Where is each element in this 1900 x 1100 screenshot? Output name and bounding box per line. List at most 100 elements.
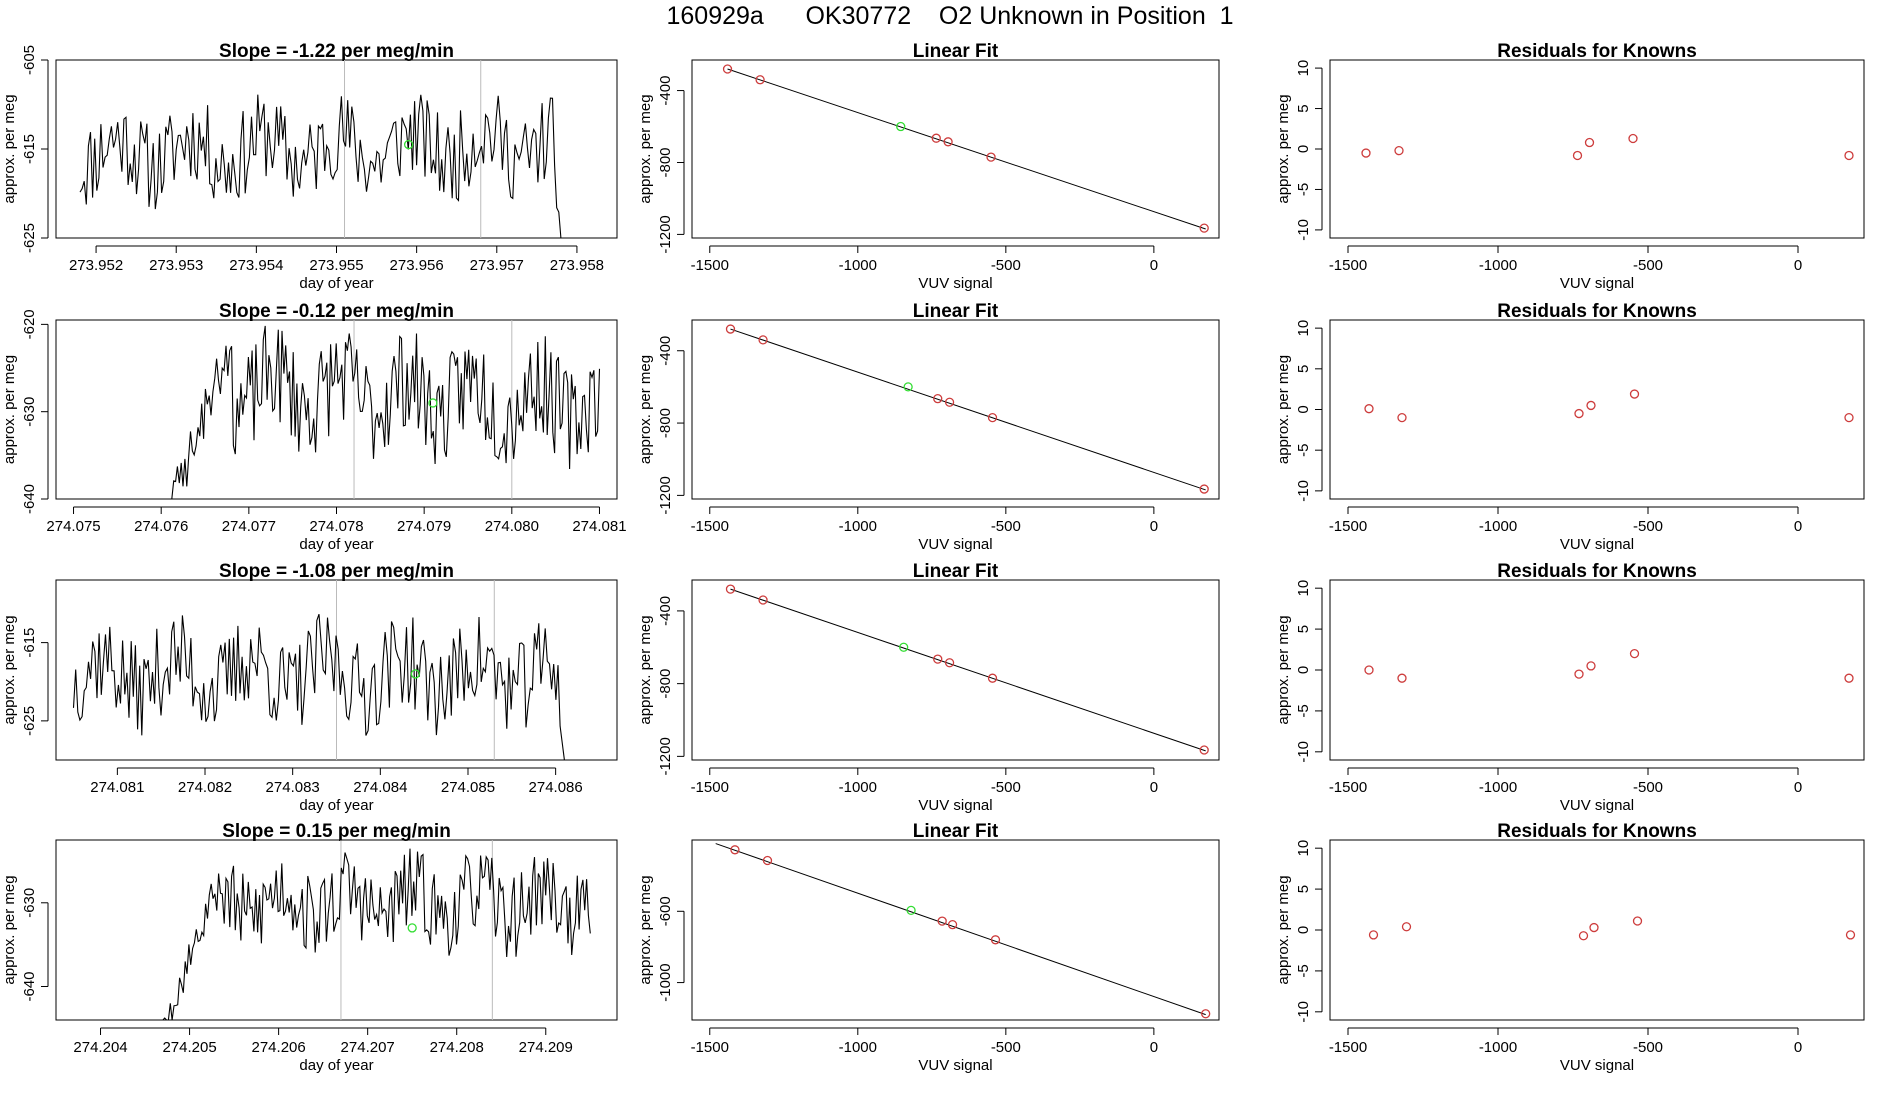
- y-tick-label: -5: [1295, 964, 1312, 977]
- panel-r1-c1: Slope = -1.22 per meg/min 273.952 273.953 2…: [1, 41, 618, 292]
- x-tick-label: 274.080: [485, 518, 539, 535]
- y-tick-label: 0: [1295, 926, 1312, 934]
- known-point: [758, 595, 768, 605]
- unknown-point: [410, 669, 421, 679]
- panel-r4-c1: Slope = 0.15 per meg/min 274.204 274.205 27…: [1, 821, 618, 1074]
- y-axis-label: approx. per meg: [1, 355, 18, 464]
- y-axis-label: approx. per meg: [637, 94, 654, 203]
- known-point: [1394, 145, 1404, 156]
- panel-r3-c3: Residuals for Knowns -1500 -1000 -500 0 VUV s…: [1275, 561, 1865, 814]
- x-tick-label: 273.954: [229, 257, 283, 274]
- known-point: [933, 654, 943, 664]
- x-axis-label: VUV signal: [1560, 275, 1634, 292]
- known-point: [755, 75, 765, 85]
- x-tick-label: -1500: [1329, 518, 1367, 535]
- y-tick-label: -800: [657, 669, 674, 699]
- unknown-point: [906, 905, 916, 916]
- x-axis-label: VUV signal: [1560, 797, 1634, 814]
- x-tick-label: 274.075: [46, 518, 100, 535]
- y-tick-label: 5: [1295, 365, 1312, 373]
- known-point: [1364, 404, 1374, 414]
- y-axis-label: approx. per meg: [637, 355, 654, 464]
- known-point: [722, 64, 733, 74]
- x-tick-label: 0: [1794, 518, 1802, 535]
- known-point: [762, 855, 773, 866]
- x-tick-label: -1500: [1329, 257, 1367, 274]
- x-tick-label: -1000: [839, 1039, 877, 1056]
- x-tick-label: 274.079: [397, 518, 451, 535]
- x-tick-label: -1000: [839, 518, 877, 535]
- x-tick-label: 274.207: [341, 1039, 395, 1056]
- y-tick-label: -800: [657, 147, 674, 177]
- y-tick-label: -640: [21, 484, 38, 514]
- known-point: [1368, 930, 1379, 940]
- series-line: [170, 325, 601, 500]
- x-tick-label: 273.953: [149, 257, 203, 274]
- y-tick-label: -5: [1295, 704, 1312, 717]
- fit-line: [730, 588, 1206, 752]
- known-point: [1199, 745, 1209, 755]
- x-tick-label: -1000: [839, 779, 877, 796]
- unknown-point: [428, 398, 438, 408]
- known-point: [986, 152, 996, 162]
- known-point: [1844, 150, 1854, 161]
- x-tick-label: 274.205: [162, 1039, 216, 1056]
- x-tick-label: 273.955: [309, 257, 363, 274]
- y-tick-label: -10: [1295, 480, 1312, 502]
- x-axis-label: VUV signal: [918, 536, 992, 553]
- y-axis-label: approx. per meg: [1275, 615, 1292, 724]
- y-axis-label: approx. per meg: [637, 615, 654, 724]
- panel-title: Slope = -1.08 per meg/min: [219, 561, 454, 582]
- y-tick-label: 5: [1295, 104, 1312, 112]
- panel-title: Slope = 0.15 per meg/min: [222, 821, 451, 842]
- panel-title: Linear Fit: [913, 41, 999, 62]
- y-axis-label: approx. per meg: [1275, 875, 1292, 984]
- y-tick-label: -5: [1295, 444, 1312, 457]
- series-line: [72, 614, 565, 761]
- x-tick-label: -500: [991, 779, 1021, 796]
- panel-title: Residuals for Knowns: [1497, 561, 1697, 582]
- plot-frame: [55, 59, 618, 239]
- unknown-point: [896, 121, 906, 132]
- known-point: [1584, 137, 1595, 148]
- y-tick-label: 10: [1295, 840, 1312, 857]
- y-axis-label: approx. per meg: [1275, 355, 1292, 464]
- y-tick-label: -615: [21, 134, 38, 164]
- y-tick-label: -640: [21, 971, 38, 1001]
- x-tick-label: -500: [991, 518, 1021, 535]
- x-axis-label: day of year: [299, 275, 373, 292]
- x-tick-label: -500: [1633, 779, 1663, 796]
- x-tick-label: -1500: [1329, 1039, 1367, 1056]
- x-axis-label: VUV signal: [918, 797, 992, 814]
- plot-frame: [55, 319, 618, 500]
- x-tick-label: 0: [1150, 1039, 1158, 1056]
- known-point: [990, 935, 1001, 945]
- x-tick-label: -500: [991, 1039, 1021, 1056]
- x-tick-label: -500: [1633, 1039, 1663, 1056]
- x-tick-label: 274.208: [430, 1039, 484, 1056]
- x-tick-label: 274.081: [572, 518, 626, 535]
- x-tick-label: 273.957: [470, 257, 524, 274]
- fit-line: [730, 328, 1206, 491]
- known-point: [1401, 922, 1412, 932]
- panel-title: Residuals for Knowns: [1497, 821, 1697, 842]
- y-axis-label: approx. per meg: [1, 94, 18, 203]
- known-point: [943, 137, 953, 147]
- x-tick-label: -1000: [1479, 779, 1517, 796]
- known-point: [1589, 922, 1599, 933]
- y-tick-label: -1000: [657, 963, 674, 1001]
- known-point: [947, 920, 958, 930]
- y-tick-label: 5: [1295, 625, 1312, 633]
- known-point: [1397, 673, 1407, 683]
- y-tick-label: -615: [21, 628, 38, 658]
- x-tick-label: -1500: [691, 779, 729, 796]
- y-tick-label: -1200: [657, 737, 674, 775]
- x-tick-label: -1000: [1479, 518, 1517, 535]
- panel-title: Residuals for Knowns: [1497, 41, 1697, 62]
- x-tick-label: 0: [1794, 257, 1802, 274]
- known-point: [1572, 150, 1583, 161]
- known-point: [1574, 669, 1584, 679]
- known-point: [1586, 400, 1596, 411]
- known-point: [937, 916, 947, 926]
- panel-r3-c2: Linear Fit -1500 -1000 -500 0 VUV signal -1200…: [637, 561, 1220, 814]
